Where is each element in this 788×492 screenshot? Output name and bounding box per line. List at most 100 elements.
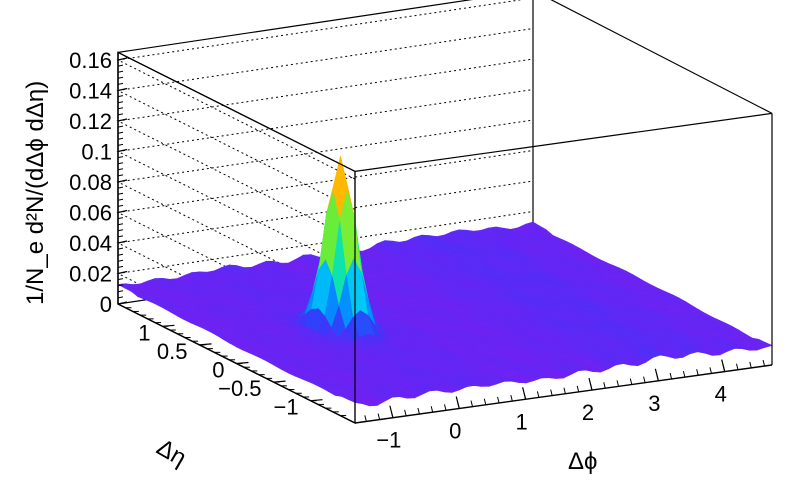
x-minor-tick [483, 398, 487, 405]
x-minor-tick [417, 407, 420, 415]
x-minor-tick [457, 402, 460, 409]
x-axis-line [354, 364, 773, 424]
x-minor-tick [589, 383, 593, 391]
z-minor-tick [117, 76, 124, 79]
x-minor-tick [443, 404, 447, 411]
x-minor-tick [576, 385, 580, 393]
z-minor-tick [117, 101, 124, 104]
z-tick [117, 148, 128, 153]
z-tick-label: 0.08 [69, 170, 112, 195]
z-minor-tick [117, 284, 124, 287]
x-minor-tick [550, 389, 553, 396]
z-tick-label: 0.02 [69, 262, 112, 287]
x-tick-label: 1 [515, 409, 527, 434]
y-axis-title: Δη [152, 434, 191, 472]
x-minor-tick [762, 359, 766, 367]
z-minor-tick [117, 296, 124, 299]
x-minor-tick [510, 394, 513, 402]
z-minor-tick [117, 253, 124, 256]
z-minor-tick [117, 192, 124, 195]
y-tick-label: 0 [212, 358, 224, 383]
z-minor-tick [117, 278, 124, 281]
z-minor-tick [117, 217, 124, 220]
z-tick [117, 57, 128, 61]
x-tick-label: 2 [582, 400, 594, 425]
x-minor-tick [682, 370, 686, 378]
x-minor-tick [669, 372, 673, 380]
x-minor-tick [696, 369, 699, 376]
z-tick [117, 301, 128, 305]
z-minor-tick [117, 95, 124, 98]
z-tick-label: 0.12 [69, 109, 112, 134]
z-tick-label: 0 [100, 292, 112, 317]
x-minor-tick [404, 409, 407, 417]
z-axis-title: 1/N_e d²N/(dΔϕ dΔη) [22, 81, 49, 305]
z-minor-tick [117, 162, 124, 165]
top-left-edge [117, 51, 356, 172]
z-minor-tick [117, 259, 124, 262]
z-tick-label: 0.04 [69, 231, 112, 256]
x-tick-label: 0 [449, 419, 461, 444]
z-minor-tick [117, 64, 124, 67]
x-minor-tick [643, 376, 646, 383]
x-tick-label: 4 [715, 382, 727, 407]
z-tick [117, 240, 128, 244]
z-minor-tick [117, 198, 124, 201]
z-tick-label: 0.14 [69, 79, 112, 104]
z-tick [117, 118, 128, 122]
x-minor-tick [629, 378, 633, 385]
x-minor-tick [364, 415, 367, 422]
z-minor-tick [117, 143, 124, 146]
x-minor-tick [736, 363, 739, 370]
z-tick [117, 270, 128, 275]
y-tick-label: −1 [273, 395, 298, 420]
y-tick-label: 0.5 [157, 339, 188, 364]
x-minor-tick [497, 396, 500, 404]
z-minor-tick [117, 186, 124, 189]
z-tick-label: 0.06 [69, 201, 112, 226]
top-right-edge [550, 0, 773, 114]
z-minor-tick [117, 247, 124, 250]
z-minor-tick [117, 290, 124, 293]
z-minor-tick [117, 204, 124, 207]
z-minor-tick [117, 174, 124, 177]
x-minor-tick [430, 406, 434, 413]
z-minor-tick [117, 113, 124, 116]
x-tick-label: −1 [376, 428, 401, 453]
x-minor-tick [656, 374, 659, 381]
z-minor-tick [117, 82, 124, 85]
x-minor-tick [749, 361, 752, 369]
z-tick [117, 209, 128, 214]
z-minor-tick [117, 265, 124, 268]
x-minor-tick [470, 400, 474, 407]
z-tick-label: 0.1 [81, 140, 112, 165]
surface-mesh [116, 156, 773, 407]
z-tick-label: 0.16 [69, 48, 112, 73]
x-axis-title: Δϕ [568, 448, 597, 475]
x-minor-tick [377, 413, 381, 420]
x-minor-tick [722, 365, 726, 372]
z-tick [117, 179, 128, 183]
x-minor-tick [536, 391, 540, 398]
z-tick [117, 87, 128, 92]
z-minor-tick [117, 131, 124, 134]
z-minor-tick [117, 235, 124, 238]
x-tick-label: 3 [648, 391, 660, 416]
z-minor-tick [117, 70, 124, 73]
z-minor-tick [117, 229, 124, 232]
z-minor-tick [117, 137, 124, 140]
z-minor-tick [117, 168, 124, 171]
y-tick-label: 1 [138, 320, 150, 345]
z-minor-tick [117, 156, 124, 159]
top-front-edge [354, 112, 773, 172]
axes: 0 0.02 0.04 0.06 0.08 0.1 0.12 0.14 0.16 −1 0 1 2 3 4 1… [69, 48, 773, 453]
x-minor-tick [603, 382, 606, 389]
x-minor-tick [709, 367, 712, 374]
z-minor-tick [117, 125, 124, 128]
x-minor-tick [563, 387, 566, 394]
y-tick-label: −0.5 [218, 376, 261, 401]
z-minor-tick [117, 223, 124, 226]
z-minor-tick [117, 107, 124, 110]
front-frame [117, 0, 773, 423]
